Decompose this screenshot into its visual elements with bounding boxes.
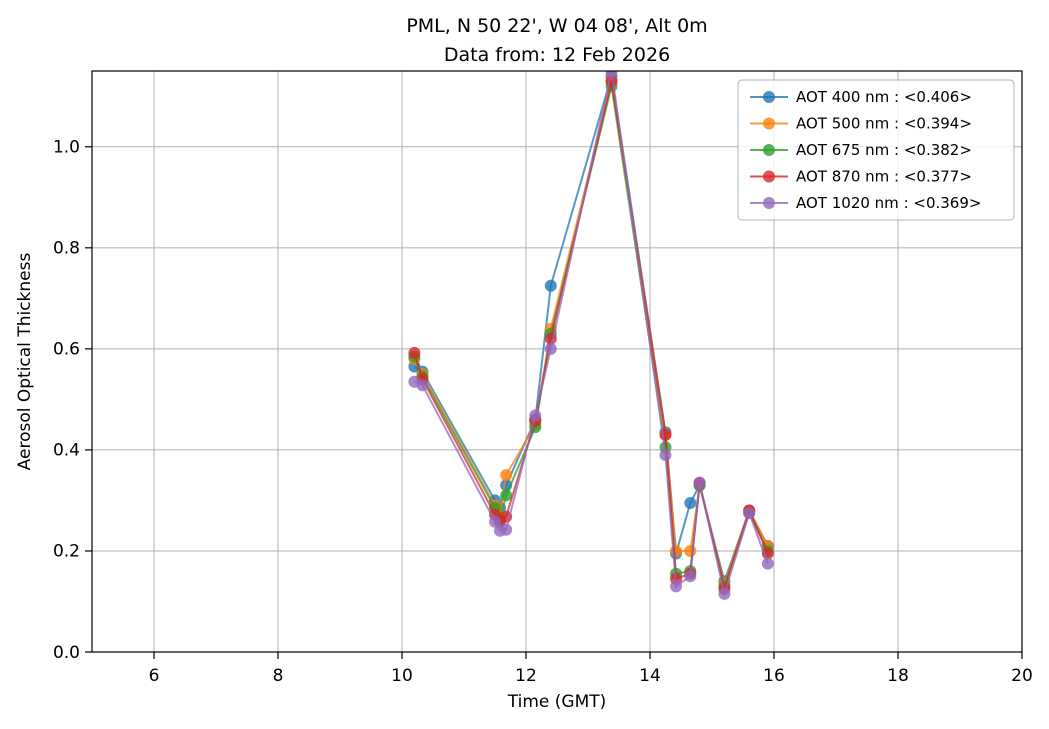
x-tick-label: 6 xyxy=(149,666,160,686)
legend-label: AOT 1020 nm : <0.369> xyxy=(796,194,981,212)
legend-marker xyxy=(763,91,775,103)
x-tick-label: 10 xyxy=(391,666,413,686)
y-tick-label: 0.0 xyxy=(53,643,80,663)
series-line xyxy=(414,76,767,581)
legend-marker xyxy=(763,144,775,156)
series-aot-675-nm xyxy=(408,80,773,592)
legend-label: AOT 400 nm : <0.406> xyxy=(796,88,972,106)
series-aot-500-nm xyxy=(408,75,773,590)
data-point-marker xyxy=(416,379,428,391)
chart-canvas: 6 8 10 12 14 16 18 20 0.0 0.2 0.4 0.6 0.8 1.0 Time (GM… xyxy=(0,0,1049,729)
data-point-marker xyxy=(684,497,696,509)
series-line xyxy=(414,81,767,584)
x-tick-label: 14 xyxy=(639,666,661,686)
data-point-marker xyxy=(718,588,730,600)
legend: AOT 400 nm : <0.406> AOT 500 nm : <0.394>… xyxy=(738,80,1014,220)
legend-label: AOT 675 nm : <0.382> xyxy=(796,141,972,159)
data-point-marker xyxy=(500,469,512,481)
x-tick-label: 20 xyxy=(1011,666,1033,686)
x-tick-label: 8 xyxy=(273,666,284,686)
data-point-marker xyxy=(694,477,706,489)
chart-subtitle: Data from: 12 Feb 2026 xyxy=(92,41,1022,70)
data-point-marker xyxy=(408,347,420,359)
series-line xyxy=(414,81,767,589)
legend-label: AOT 500 nm : <0.394> xyxy=(796,115,972,133)
y-tick-label: 0.8 xyxy=(53,239,80,259)
aot-chart-figure: 6 8 10 12 14 16 18 20 0.0 0.2 0.4 0.6 0.8 1.0 Time (GM… xyxy=(0,0,1049,729)
series-aot-400-nm xyxy=(408,70,773,587)
legend-marker xyxy=(763,197,775,209)
y-tick-label: 1.0 xyxy=(53,138,80,158)
x-tick-label: 12 xyxy=(515,666,537,686)
data-point-marker xyxy=(743,507,755,519)
legend-marker xyxy=(763,118,775,130)
chart-title: PML, N 50 22', W 04 08', Alt 0m xyxy=(92,12,1022,41)
y-tick-label: 0.6 xyxy=(53,340,80,360)
chart-title-block: PML, N 50 22', W 04 08', Alt 0m Data fro… xyxy=(92,12,1022,71)
x-tick-label: 18 xyxy=(887,666,909,686)
y-tick-label: 0.2 xyxy=(53,542,80,562)
data-point-marker xyxy=(684,545,696,557)
legend-marker xyxy=(763,171,775,183)
x-tick-label: 16 xyxy=(763,666,785,686)
data-point-marker xyxy=(545,280,557,292)
data-point-marker xyxy=(762,558,774,570)
y-tick-label: 0.4 xyxy=(53,441,80,461)
legend-label: AOT 870 nm : <0.377> xyxy=(796,168,972,186)
data-point-marker xyxy=(670,580,682,592)
data-point-marker xyxy=(670,545,682,557)
x-axis-label: Time (GMT) xyxy=(507,692,607,712)
series-aot-870-nm xyxy=(408,75,773,595)
data-point-marker xyxy=(500,524,512,536)
data-point-marker xyxy=(660,449,672,461)
data-point-marker xyxy=(545,343,557,355)
data-point-marker xyxy=(529,410,541,422)
y-axis-label: Aerosol Optical Thickness xyxy=(15,253,35,471)
series-layer xyxy=(408,65,773,600)
data-point-marker xyxy=(684,570,696,582)
